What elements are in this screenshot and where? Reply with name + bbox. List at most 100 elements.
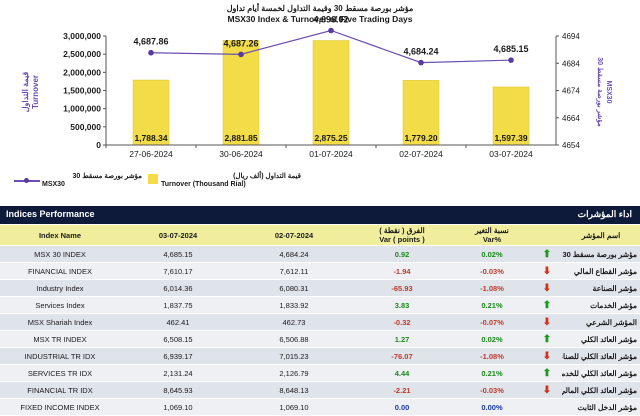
index-name-ar-cell: مؤشر العائد الكلي المالي [562, 381, 640, 399]
var-pct-cell: 0.21% [452, 364, 532, 382]
table-row: MSX Shariah Index 462.41 462.73 -0.32 -0.07%… [0, 313, 640, 331]
x-axis-tick-label: 03-07-2024 [489, 149, 533, 159]
date2-value-cell: 4,684.24 [236, 245, 352, 263]
turnover-bar [132, 79, 170, 146]
turnover-bar [222, 40, 260, 146]
x-axis-tick-label: 01-07-2024 [309, 149, 353, 159]
table-header-row: Index Name 03-07-2024 02-07-2024 الفرق (… [0, 225, 640, 246]
date2-value-cell: 7,015.23 [236, 347, 352, 365]
index-name-cell: MSX Shariah Index [0, 313, 120, 331]
x-axis-tick-label: 02-07-2024 [399, 149, 443, 159]
var-pct-cell: 0.02% [452, 330, 532, 348]
up-arrow-icon: ⬆ [532, 364, 562, 382]
up-arrow-icon: ⬆ [532, 296, 562, 314]
var-points-cell: -0.32 [352, 313, 452, 331]
down-arrow-icon: ⬇ [532, 279, 562, 297]
turnover-bar [402, 80, 440, 146]
date2-value-cell: 6,506.88 [236, 330, 352, 348]
turnover-data-label: 1,779.20 [404, 133, 437, 143]
red-down-arrow-icon: ⬇ [542, 316, 552, 328]
var-points-cell: 0.92 [352, 245, 452, 263]
index-name-ar-cell: المؤشر الشرعي [562, 313, 640, 331]
section-title-en: Indices Performance [6, 209, 95, 219]
header-name-ar: اسم المؤشر [562, 225, 640, 246]
table-row: FINANCIAL TR IDX 8,645.93 8,648.13 -2.21 -0.… [0, 381, 640, 399]
header-var-pct: نسبة التغير Var% [452, 225, 532, 246]
date2-value-cell: 8,648.13 [236, 381, 352, 399]
msx30-turnover-chart: 0 500,000 1,000,000 1,500,000 2,000,000 2,500… [21, 14, 612, 159]
index-name-ar-cell: مؤشر الصناعة [562, 279, 640, 297]
msx30-point [148, 49, 154, 56]
right-axis-tick-label: 4694 [562, 32, 580, 41]
left-axis-tick-label: 1,000,000 [63, 104, 101, 114]
right-axis-label-en: MSX30 [605, 81, 612, 104]
date1-value-cell: 8,645.93 [120, 381, 236, 399]
index-name-cell: MSX 30 INDEX [0, 245, 120, 263]
right-axis-tick-label: 4684 [562, 59, 580, 68]
date1-value-cell: 6,014.36 [120, 279, 236, 297]
red-down-arrow-icon: ⬇ [542, 265, 552, 277]
msx30-point [328, 27, 334, 34]
var-points-cell: 3.83 [352, 296, 452, 314]
legend-index-ar: مؤشر بورصة مسقط 30 [72, 173, 142, 180]
x-axis-tick-label: 30-06-2024 [219, 149, 263, 159]
chart-title-en: MSX30 Index & Turnover of Five Trading D… [227, 14, 413, 24]
var-pct-cell: 0.02% [452, 245, 532, 263]
index-name-cell: SERVICES TR IDX [0, 364, 120, 382]
red-down-arrow-icon: ⬇ [542, 282, 552, 294]
var-pct-cell: -0.03% [452, 381, 532, 399]
index-name-ar-cell: مؤشر العائد الكلي [562, 330, 640, 348]
date2-value-cell: 2,126.79 [236, 364, 352, 382]
msx30-data-label: 4,687.26 [223, 38, 258, 48]
down-arrow-icon: ⬇ [532, 313, 562, 331]
var-pct-cell: -0.07% [452, 313, 532, 331]
header-var-points-ar: الفرق ( نقطة ) [379, 226, 425, 235]
var-points-cell: -76.07 [352, 347, 452, 365]
header-var-points: الفرق ( نقطة ) Var ( points ) [352, 225, 452, 246]
index-name-ar-cell: مؤشر الدخل الثابت [562, 398, 640, 416]
legend-index-en: MSX30 [42, 181, 65, 188]
index-name-ar-cell: مؤشر العائد الكلي للصناعة [562, 347, 640, 365]
var-pct-cell: -1.08% [452, 347, 532, 365]
green-up-arrow-icon: ⬆ [542, 248, 552, 260]
header-index-name: Index Name [0, 225, 120, 246]
turnover-bar [312, 40, 350, 146]
red-down-arrow-icon: ⬇ [542, 384, 552, 396]
turnover-data-label: 2,875.25 [314, 133, 347, 143]
index-name-cell: FIXED INCOME INDEX [0, 398, 120, 416]
legend-marker-icon [24, 178, 29, 183]
date2-value-cell: 6,080.31 [236, 279, 352, 297]
right-axis-tick-label: 4664 [562, 114, 580, 123]
index-name-ar-cell: مؤشر القطاع المالي [562, 262, 640, 280]
up-arrow-icon: ⬆ [532, 330, 562, 348]
date1-value-cell: 2,131.24 [120, 364, 236, 382]
down-arrow-icon: ⬇ [532, 347, 562, 365]
date1-value-cell: 462.41 [120, 313, 236, 331]
left-axis-tick-label: 500,000 [70, 122, 101, 132]
msx30-data-label: 4,696.02 [313, 14, 348, 24]
header-arrow [532, 225, 562, 246]
table-row: Industry Index 6,014.36 6,080.31 -65.93 -1.0… [0, 279, 640, 297]
table-row: SERVICES TR IDX 2,131.24 2,126.79 4.44 0.21%… [0, 364, 640, 382]
table-row: MSX TR INDEX 6,508.15 6,506.88 1.27 0.02% ⬆ مؤ… [0, 330, 640, 348]
turnover-data-label: 1,597.39 [494, 133, 527, 143]
legend-bar-swatch [148, 174, 158, 184]
date1-value-cell: 6,508.15 [120, 330, 236, 348]
index-name-cell: INDUSTRIAL TR IDX [0, 347, 120, 365]
var-points-cell: -65.93 [352, 279, 452, 297]
turnover-bar [492, 86, 530, 146]
msx30-data-label: 4,685.15 [493, 44, 528, 54]
down-arrow-icon: ⬇ [532, 381, 562, 399]
date1-value-cell: 6,939.17 [120, 347, 236, 365]
down-arrow-icon: ⬇ [532, 262, 562, 280]
index-name-ar-cell: مؤشر الخدمات [562, 296, 640, 314]
turnover-data-label: 1,788.34 [134, 133, 167, 143]
var-pct-cell: -1.08% [452, 279, 532, 297]
header-var-points-en: Var ( points ) [379, 235, 425, 244]
left-axis-tick-label: 3,000,000 [63, 31, 101, 41]
green-up-arrow-icon: ⬆ [542, 367, 552, 379]
x-axis-tick-label: 27-06-2024 [129, 149, 173, 159]
left-axis-label-ar: قيمة التداول [21, 72, 31, 113]
date1-value-cell: 1,837.75 [120, 296, 236, 314]
right-axis-label-ar: مؤشر بورصة مسقط 30 [596, 57, 604, 127]
